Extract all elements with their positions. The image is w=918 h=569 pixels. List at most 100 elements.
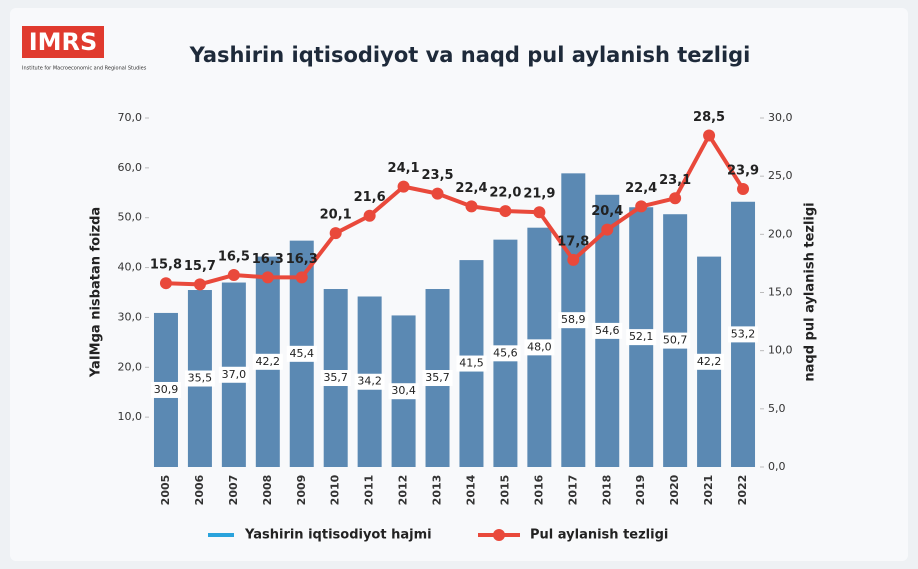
value-label-box bbox=[626, 329, 657, 346]
line-value-label: 16,3 bbox=[252, 252, 284, 267]
line-value-label: 21,6 bbox=[354, 190, 386, 205]
marker bbox=[533, 206, 546, 219]
value-label-box bbox=[388, 383, 419, 400]
y2-tick-label: 20,0 bbox=[768, 227, 793, 240]
y2-tick-label: 25,0 bbox=[768, 169, 793, 182]
x-tick-label: 2018 bbox=[600, 475, 613, 506]
y-axis-label: YaIMga nisbatan foizda bbox=[89, 207, 104, 378]
marker bbox=[737, 182, 750, 195]
value-label-box bbox=[354, 373, 385, 390]
value-label-box bbox=[660, 332, 691, 349]
logo-subtitle: Institute for Macroeconomic and Regional… bbox=[22, 66, 147, 72]
marker bbox=[499, 205, 512, 218]
value-label-box bbox=[456, 355, 487, 372]
line-value-label: 15,7 bbox=[184, 259, 216, 274]
value-label-box bbox=[286, 345, 317, 362]
line-value-label: 20,4 bbox=[591, 204, 623, 219]
marker bbox=[363, 209, 376, 222]
x-tick-label: 2005 bbox=[159, 475, 172, 506]
y-tick-label: 60,0 bbox=[118, 161, 143, 174]
x-tick-label: 2015 bbox=[498, 475, 511, 506]
y-tick-label: 30,0 bbox=[118, 310, 143, 323]
value-label: 45,6 bbox=[493, 346, 518, 359]
value-label: 35,7 bbox=[425, 371, 450, 384]
line-value-label: 23,1 bbox=[659, 173, 691, 188]
line-value-label: 22,0 bbox=[489, 186, 521, 201]
line-value-label: 22,4 bbox=[455, 181, 487, 196]
marker bbox=[329, 227, 342, 240]
y-tick-label: 70,0 bbox=[118, 111, 143, 124]
value-label-box bbox=[490, 345, 521, 362]
value-label-box bbox=[592, 322, 623, 339]
logo: IMRS bbox=[29, 28, 98, 56]
y-tick-label: 10,0 bbox=[118, 410, 143, 423]
value-label-box bbox=[252, 353, 283, 370]
value-label: 41,5 bbox=[459, 357, 484, 370]
marker bbox=[261, 271, 274, 284]
value-label-box bbox=[218, 366, 249, 383]
marker bbox=[431, 187, 444, 200]
value-label-box bbox=[728, 326, 759, 343]
x-tick-label: 2012 bbox=[397, 475, 410, 506]
value-label: 45,4 bbox=[290, 347, 315, 360]
legend-marker bbox=[493, 529, 505, 541]
value-label-box bbox=[320, 370, 351, 387]
x-tick-label: 2007 bbox=[227, 475, 240, 506]
line-value-label: 22,4 bbox=[625, 181, 657, 196]
value-label: 58,9 bbox=[561, 313, 586, 326]
line-value-label: 23,5 bbox=[421, 168, 453, 183]
line-value-label: 24,1 bbox=[388, 161, 420, 176]
value-label-box bbox=[150, 381, 181, 398]
x-tick-label: 2006 bbox=[193, 474, 206, 505]
x-tick-label: 2013 bbox=[431, 475, 444, 506]
line-value-label: 16,5 bbox=[218, 250, 250, 265]
value-label: 42,2 bbox=[256, 355, 281, 368]
value-label: 42,2 bbox=[697, 355, 722, 368]
value-label: 35,5 bbox=[188, 372, 213, 385]
x-tick-label: 2016 bbox=[532, 474, 545, 505]
line-value-label: 21,9 bbox=[523, 187, 555, 202]
value-label: 53,2 bbox=[731, 327, 756, 340]
marker bbox=[601, 223, 614, 236]
y2-tick-label: 0,0 bbox=[768, 460, 786, 473]
y2-tick-label: 5,0 bbox=[768, 402, 786, 415]
x-tick-label: 2009 bbox=[295, 475, 308, 506]
x-tick-label: 2021 bbox=[702, 475, 715, 506]
chart-title: Yashirin iqtisodiyot va naqd pul aylanis… bbox=[189, 43, 751, 67]
marker bbox=[159, 277, 172, 290]
marker bbox=[397, 180, 410, 193]
line-value-label: 15,8 bbox=[150, 258, 182, 273]
value-label-box bbox=[694, 353, 725, 370]
y-tick-label: 20,0 bbox=[118, 360, 143, 373]
value-label-box bbox=[184, 370, 215, 387]
value-label-box bbox=[524, 339, 555, 356]
marker bbox=[669, 192, 682, 205]
y2-tick-label: 10,0 bbox=[768, 344, 793, 357]
marker bbox=[465, 200, 478, 213]
line-value-label: 28,5 bbox=[693, 110, 725, 125]
line-value-label: 17,8 bbox=[557, 234, 589, 249]
marker bbox=[567, 253, 580, 266]
y-tick-label: 50,0 bbox=[118, 211, 143, 224]
y2-tick-label: 15,0 bbox=[768, 286, 793, 299]
value-label-box bbox=[422, 370, 453, 387]
y2-axis-label: naqd pul aylanish tezligi bbox=[803, 202, 818, 381]
marker bbox=[703, 129, 716, 142]
x-tick-label: 2017 bbox=[566, 475, 579, 506]
line-value-label: 20,1 bbox=[320, 208, 352, 223]
legend-label: Pul aylanish tezligi bbox=[530, 528, 668, 543]
y-tick-label: 40,0 bbox=[118, 261, 143, 274]
legend-label: Yashirin iqtisodiyot hajmi bbox=[244, 528, 432, 543]
value-label: 30,9 bbox=[154, 383, 179, 396]
y2-tick-label: 30,0 bbox=[768, 111, 793, 124]
value-label: 50,7 bbox=[663, 334, 688, 347]
value-label: 30,4 bbox=[391, 384, 416, 397]
value-label: 35,7 bbox=[323, 371, 348, 384]
value-label-box bbox=[558, 312, 589, 329]
x-tick-label: 2022 bbox=[736, 475, 749, 506]
x-tick-label: 2010 bbox=[329, 474, 342, 505]
line-value-label: 23,9 bbox=[727, 163, 759, 178]
marker bbox=[227, 269, 240, 282]
